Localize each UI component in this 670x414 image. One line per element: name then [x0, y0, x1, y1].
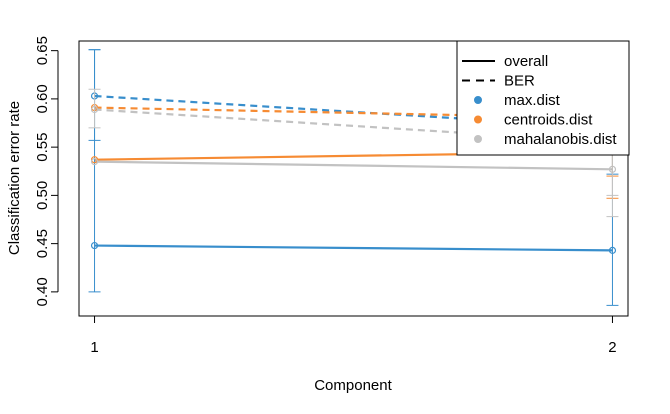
legend: overall BER max.dist centroids.dist mahalano… [456, 40, 630, 156]
data-point-mahalanobis.dist-overall [90, 158, 99, 166]
legend-label-mahalanobis-dist: mahalanobis.dist [504, 131, 617, 148]
x-axis-title: Component [314, 377, 392, 394]
y-tick-label: 0.55 [34, 133, 51, 162]
legend-label-max-dist: max.dist [504, 92, 561, 109]
legend-label-overall: overall [504, 53, 548, 70]
data-point-max.dist-overall [608, 246, 617, 254]
axes: 0.40 0.45 0.50 0.55 0.60 0.65 1 2 [34, 36, 617, 356]
legend-label-BER: BER [504, 73, 535, 90]
error-bar-mahalanobis.dist-ber [88, 88, 101, 129]
x-tick-label: 1 [90, 339, 98, 356]
x-tick-label: 2 [608, 339, 616, 356]
legend-label-centroids-dist: centroids.dist [504, 112, 593, 129]
series-line-max.dist-overall [94, 244, 613, 252]
legend-key-centroids-dist [474, 115, 482, 124]
series-line-mahalanobis.dist-overall [94, 160, 613, 171]
data-point-mahalanobis.dist-ber [90, 105, 99, 114]
y-axis-title: Classification error rate [6, 101, 23, 255]
y-tick-label: 0.60 [34, 84, 51, 113]
data-point-max.dist-overall [90, 241, 99, 250]
y-tick-label: 0.45 [34, 229, 51, 258]
y-tick-label: 0.40 [34, 277, 51, 306]
y-tick-label: 0.65 [34, 36, 51, 65]
legend-key-mahalanobis-dist [474, 135, 482, 143]
y-tick-label: 0.50 [34, 181, 51, 210]
series-line-centroids.dist-ber [94, 106, 613, 120]
legend-key-max-dist [474, 96, 482, 104]
